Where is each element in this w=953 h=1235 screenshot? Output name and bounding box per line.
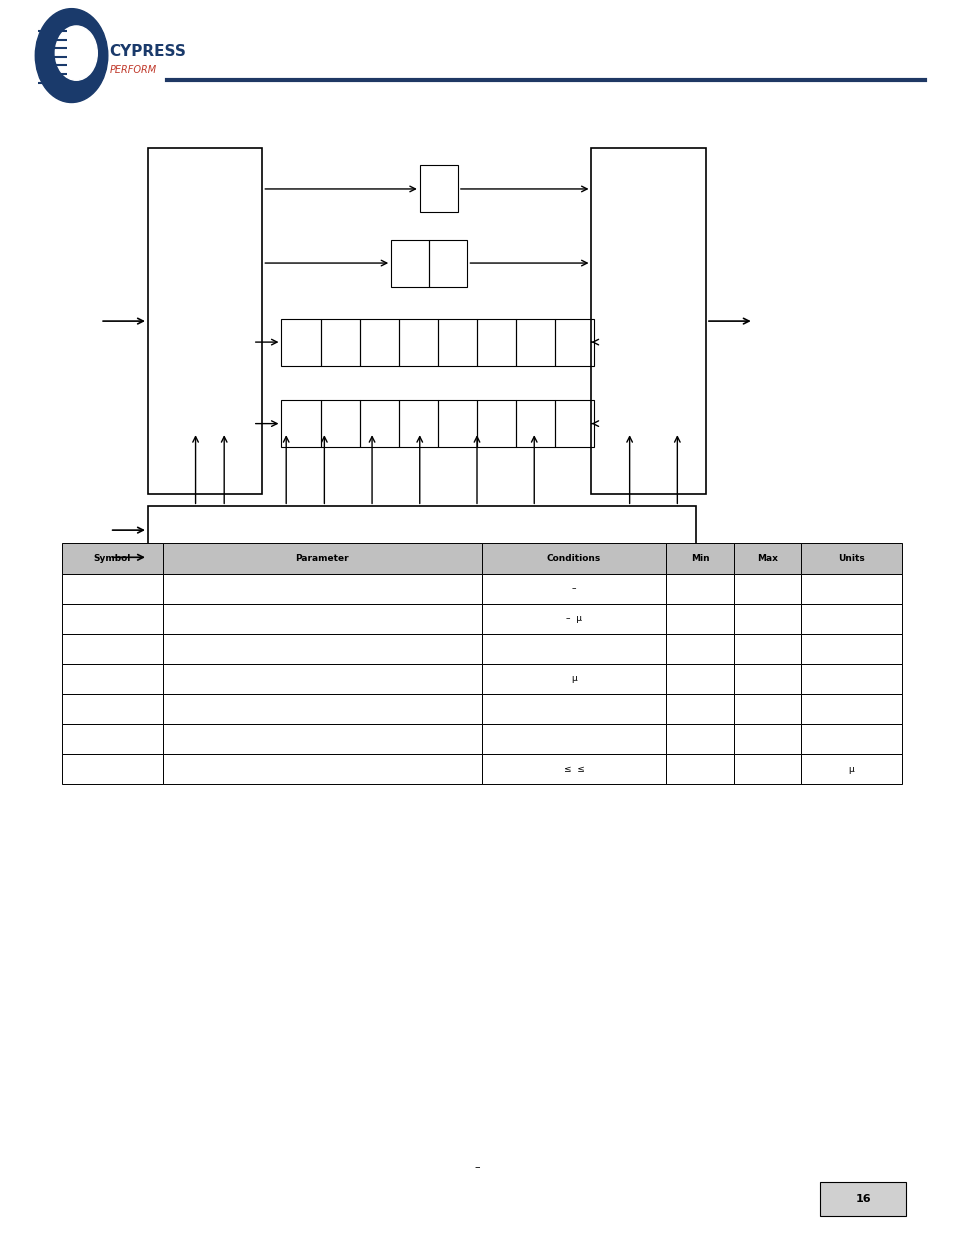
Text: Parameter: Parameter <box>295 555 349 563</box>
Text: Min: Min <box>690 555 709 563</box>
Bar <box>516 319 555 366</box>
Bar <box>481 755 666 784</box>
Bar <box>320 400 359 447</box>
Text: –  μ: – μ <box>565 614 581 624</box>
Bar <box>516 400 555 447</box>
Bar <box>666 664 733 694</box>
Text: Conditions: Conditions <box>546 555 600 563</box>
Bar <box>733 664 800 694</box>
Circle shape <box>55 26 97 80</box>
Bar <box>398 400 437 447</box>
Bar <box>163 694 481 724</box>
Bar <box>666 694 733 724</box>
Bar <box>800 543 901 573</box>
Bar <box>62 604 163 634</box>
Text: CYPRESS: CYPRESS <box>110 44 187 59</box>
Bar <box>481 694 666 724</box>
Bar <box>800 634 901 664</box>
Bar <box>419 165 457 212</box>
Bar <box>391 240 429 287</box>
Bar <box>481 664 666 694</box>
Bar <box>733 634 800 664</box>
Bar <box>733 755 800 784</box>
Bar <box>733 573 800 604</box>
Bar <box>800 724 901 755</box>
Bar <box>429 240 467 287</box>
Bar <box>733 543 800 573</box>
Text: μ: μ <box>571 674 577 683</box>
Bar <box>666 724 733 755</box>
Bar <box>163 604 481 634</box>
Bar <box>62 664 163 694</box>
Bar <box>481 724 666 755</box>
Bar <box>148 148 262 494</box>
Bar <box>148 506 696 574</box>
Bar <box>62 724 163 755</box>
Text: Symbol: Symbol <box>93 555 131 563</box>
Bar <box>163 634 481 664</box>
Text: –: – <box>474 1162 479 1172</box>
Bar <box>591 148 705 494</box>
Bar <box>481 634 666 664</box>
Bar <box>666 634 733 664</box>
Bar <box>800 573 901 604</box>
Bar <box>800 694 901 724</box>
Bar <box>800 604 901 634</box>
Bar <box>666 543 733 573</box>
Bar <box>476 400 516 447</box>
Text: –: – <box>571 584 576 593</box>
Circle shape <box>35 9 108 103</box>
Bar <box>481 604 666 634</box>
Bar <box>800 755 901 784</box>
Text: ≤  ≤: ≤ ≤ <box>563 764 584 773</box>
Bar <box>481 543 666 573</box>
Bar <box>62 573 163 604</box>
Bar <box>359 400 398 447</box>
Bar <box>800 664 901 694</box>
Bar <box>62 694 163 724</box>
Bar <box>476 319 516 366</box>
Bar <box>62 755 163 784</box>
Bar <box>398 319 437 366</box>
Bar <box>163 543 481 573</box>
Bar <box>733 604 800 634</box>
Bar <box>820 1182 905 1216</box>
Bar <box>163 724 481 755</box>
Bar <box>163 755 481 784</box>
Text: Units: Units <box>837 555 863 563</box>
Bar <box>555 319 594 366</box>
Bar <box>437 319 476 366</box>
Bar <box>163 664 481 694</box>
Bar <box>281 400 320 447</box>
Bar <box>481 573 666 604</box>
Bar <box>555 400 594 447</box>
Text: 16: 16 <box>855 1194 870 1204</box>
Bar <box>437 400 476 447</box>
Bar <box>281 319 320 366</box>
Bar <box>320 319 359 366</box>
Bar <box>666 604 733 634</box>
Bar <box>62 634 163 664</box>
Bar <box>666 755 733 784</box>
Text: Max: Max <box>756 555 777 563</box>
Bar <box>666 573 733 604</box>
Bar <box>163 573 481 604</box>
Bar <box>733 694 800 724</box>
Bar <box>62 543 163 573</box>
Bar <box>733 724 800 755</box>
Text: μ: μ <box>847 764 853 773</box>
Text: PERFORM: PERFORM <box>110 65 156 75</box>
Bar <box>359 319 398 366</box>
